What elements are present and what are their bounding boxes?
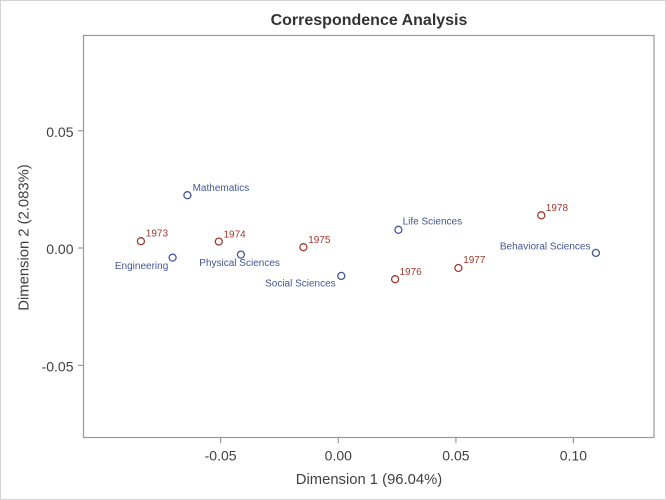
svg-text:1975: 1975 — [308, 235, 331, 246]
svg-text:0.05: 0.05 — [442, 448, 469, 464]
svg-text:1976: 1976 — [400, 267, 423, 278]
svg-text:0.05: 0.05 — [46, 124, 73, 140]
svg-text:-0.05: -0.05 — [42, 359, 74, 375]
svg-text:1974: 1974 — [224, 230, 247, 241]
svg-text:Life Sciences: Life Sciences — [403, 216, 462, 227]
svg-text:-0.05: -0.05 — [205, 448, 237, 464]
svg-text:Dimension 1 (96.04%): Dimension 1 (96.04%) — [296, 472, 442, 488]
svg-text:Mathematics: Mathematics — [193, 183, 250, 194]
svg-text:0.00: 0.00 — [46, 241, 73, 257]
svg-text:1973: 1973 — [146, 229, 169, 240]
svg-text:Engineering: Engineering — [115, 261, 168, 272]
svg-text:1977: 1977 — [463, 255, 486, 266]
svg-text:Correspondence Analysis: Correspondence Analysis — [271, 12, 468, 29]
svg-text:0.10: 0.10 — [560, 448, 587, 464]
svg-text:1978: 1978 — [546, 203, 569, 214]
svg-text:Dimension 2 (2.083%): Dimension 2 (2.083%) — [17, 164, 33, 310]
svg-text:Social Sciences: Social Sciences — [265, 279, 336, 290]
svg-text:Physical Sciences: Physical Sciences — [199, 258, 280, 269]
svg-text:0.00: 0.00 — [325, 448, 352, 464]
svg-text:Behavioral Sciences: Behavioral Sciences — [500, 242, 591, 253]
